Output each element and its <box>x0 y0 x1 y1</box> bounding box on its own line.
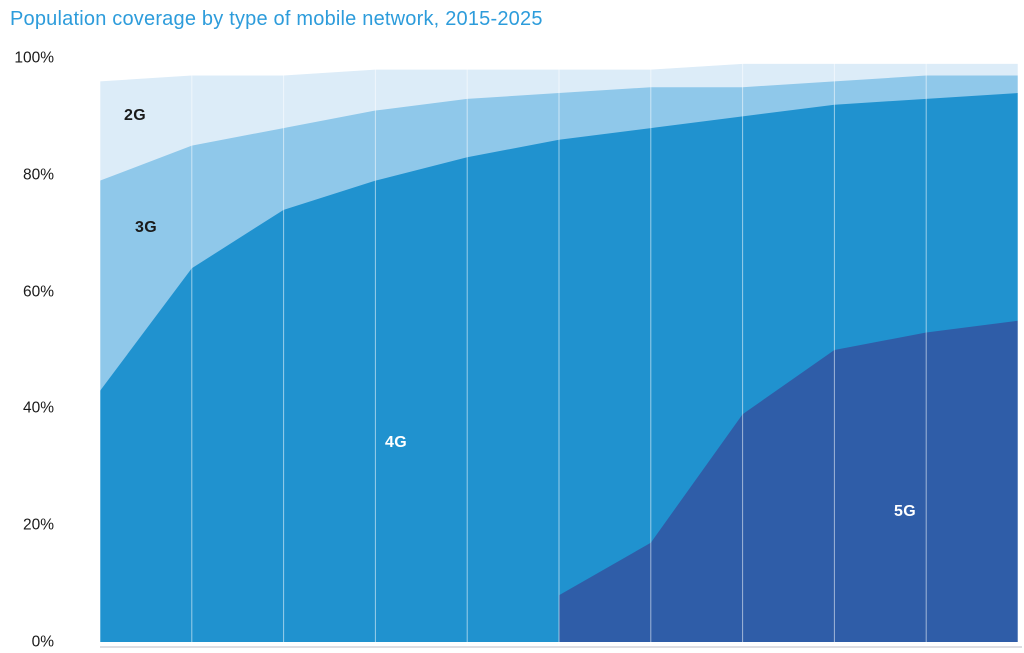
chart-title: Population coverage by type of mobile ne… <box>10 8 543 30</box>
y-axis-tick-0: 0% <box>31 633 54 651</box>
y-axis-tick-60: 60% <box>22 282 54 300</box>
y-axis-tick-20: 20% <box>22 516 54 534</box>
y-axis-tick-40: 40% <box>22 399 54 417</box>
series-label-3g: 3G <box>135 219 157 236</box>
series-label-5g: 5G <box>894 503 916 520</box>
y-axis-tick-80: 80% <box>22 166 54 184</box>
series-label-4g: 4G <box>385 434 407 451</box>
series-label-2g: 2G <box>124 107 146 124</box>
area-5g <box>559 320 1018 642</box>
y-axis-tick-100: 100% <box>14 49 54 67</box>
